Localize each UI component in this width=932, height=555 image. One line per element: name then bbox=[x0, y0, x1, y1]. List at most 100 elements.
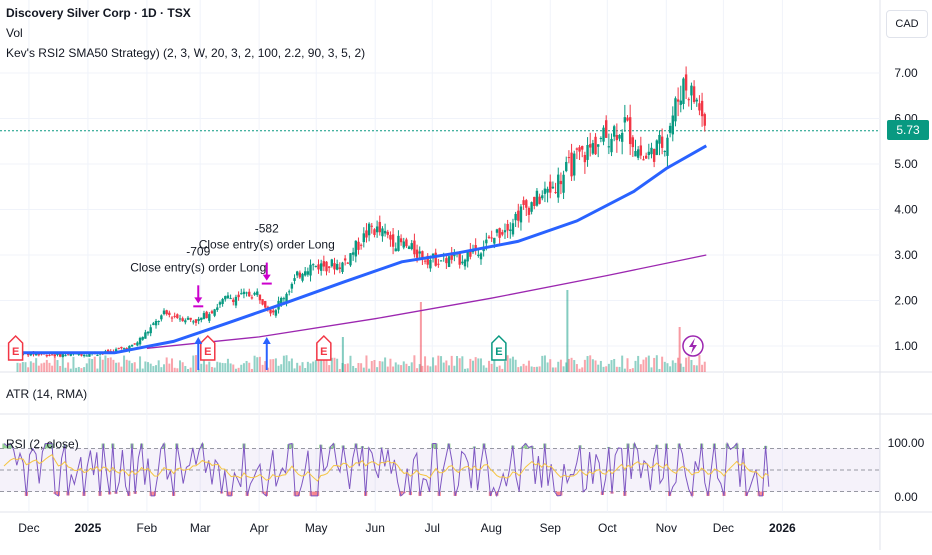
candle-body bbox=[616, 135, 618, 140]
volume-bar bbox=[650, 367, 652, 372]
volume-bar bbox=[509, 358, 511, 372]
candle-body bbox=[149, 327, 151, 333]
x-tick-label: Jul bbox=[425, 521, 440, 535]
vol-label: Vol bbox=[6, 26, 23, 40]
volume-bar bbox=[344, 364, 346, 372]
candle-body bbox=[120, 347, 122, 348]
candle-body bbox=[642, 159, 644, 160]
candle-body bbox=[256, 291, 258, 294]
volume-bar bbox=[48, 363, 50, 372]
volume-bar bbox=[243, 363, 245, 372]
candle-body bbox=[38, 354, 40, 355]
strategy-label: Kev's RSI2 SMA50 Strategy) (2, 3, W, 20,… bbox=[6, 46, 365, 60]
candle-body bbox=[288, 291, 290, 292]
volume-bar bbox=[104, 355, 106, 372]
candle-body bbox=[213, 309, 215, 315]
currency-button[interactable]: CAD bbox=[886, 10, 928, 38]
candle-body bbox=[336, 264, 338, 270]
volume-bar bbox=[549, 359, 551, 372]
candle-body bbox=[522, 200, 524, 205]
volume-bar bbox=[608, 364, 610, 372]
x-tick-label: 2025 bbox=[75, 521, 102, 535]
candle-body bbox=[179, 318, 181, 319]
candle-body bbox=[477, 255, 479, 256]
volume-bar bbox=[190, 368, 192, 372]
volume-bar bbox=[126, 360, 128, 372]
candle-body bbox=[640, 145, 642, 155]
y-tick-label: 5.00 bbox=[894, 157, 918, 171]
x-tick-label: Mar bbox=[190, 521, 211, 535]
candle-body bbox=[435, 253, 437, 266]
candle-body bbox=[83, 355, 85, 356]
volume-bar bbox=[629, 369, 631, 372]
y-tick-label: 3.00 bbox=[894, 248, 918, 262]
x-tick-label: Dec bbox=[18, 521, 39, 535]
rsi-tick-label: 0.00 bbox=[894, 490, 918, 504]
x-tick-label: Oct bbox=[598, 521, 617, 535]
candle-body bbox=[645, 156, 647, 159]
volume-bar bbox=[645, 357, 647, 372]
candle-body bbox=[424, 261, 426, 262]
candle-body bbox=[165, 310, 167, 314]
earnings-label: E bbox=[12, 346, 19, 358]
volume-bar bbox=[411, 362, 413, 372]
candle-body bbox=[392, 234, 394, 246]
candle-body bbox=[693, 86, 695, 102]
volume-bar bbox=[595, 360, 597, 372]
x-tick-label: Apr bbox=[250, 521, 269, 535]
volume-bar bbox=[174, 368, 176, 372]
candle-body bbox=[355, 241, 357, 257]
candle-body bbox=[688, 99, 690, 100]
candle-body bbox=[661, 137, 663, 148]
candle-body bbox=[261, 299, 263, 304]
volume-bar bbox=[83, 367, 85, 372]
volume-bar bbox=[32, 363, 34, 372]
volume-bar bbox=[128, 361, 130, 372]
trade-pnl-label: -582 bbox=[255, 222, 279, 236]
volume-spike bbox=[679, 327, 681, 372]
volume-bar bbox=[339, 369, 341, 372]
candle-body bbox=[243, 292, 245, 294]
candle-body bbox=[525, 200, 527, 208]
volume-bar bbox=[576, 364, 578, 372]
volume-bar bbox=[78, 367, 80, 372]
candle-body bbox=[530, 202, 532, 212]
volume-bar bbox=[661, 357, 663, 372]
entry-arrow-head bbox=[263, 337, 271, 344]
candle-body bbox=[677, 99, 679, 101]
candle-body bbox=[429, 260, 431, 269]
volume-bar bbox=[94, 357, 96, 372]
candle-body bbox=[437, 264, 439, 265]
volume-bar bbox=[461, 356, 463, 372]
volume-spike bbox=[566, 290, 568, 372]
volume-bar bbox=[64, 368, 66, 372]
volume-bar bbox=[102, 360, 104, 372]
volume-bar bbox=[693, 365, 695, 372]
candle-body bbox=[506, 224, 508, 231]
volume-bar bbox=[672, 360, 674, 372]
candle-body bbox=[373, 229, 375, 235]
candle-body bbox=[682, 79, 684, 104]
volume-bar bbox=[72, 357, 74, 372]
volume-bar bbox=[704, 362, 706, 372]
candle-body bbox=[224, 296, 226, 299]
volume-bar bbox=[166, 357, 168, 372]
volume-bar bbox=[376, 367, 378, 372]
candle-body bbox=[192, 321, 194, 322]
candle-body bbox=[512, 223, 514, 234]
volume-bar bbox=[349, 356, 351, 372]
candle-body bbox=[666, 138, 668, 156]
volume-bar bbox=[299, 366, 301, 372]
candle-body bbox=[208, 314, 210, 321]
volume-bar bbox=[682, 367, 684, 372]
signal-arrow-head bbox=[263, 275, 271, 281]
volume-bar bbox=[501, 369, 503, 372]
volume-bar bbox=[467, 368, 469, 372]
volume-bar bbox=[206, 364, 208, 372]
volume-bar bbox=[448, 365, 450, 372]
volume-bar bbox=[515, 360, 517, 372]
candle-body bbox=[360, 245, 362, 246]
earnings-label: E bbox=[320, 346, 327, 358]
volume-bar bbox=[464, 369, 466, 372]
candle-body bbox=[118, 348, 120, 349]
